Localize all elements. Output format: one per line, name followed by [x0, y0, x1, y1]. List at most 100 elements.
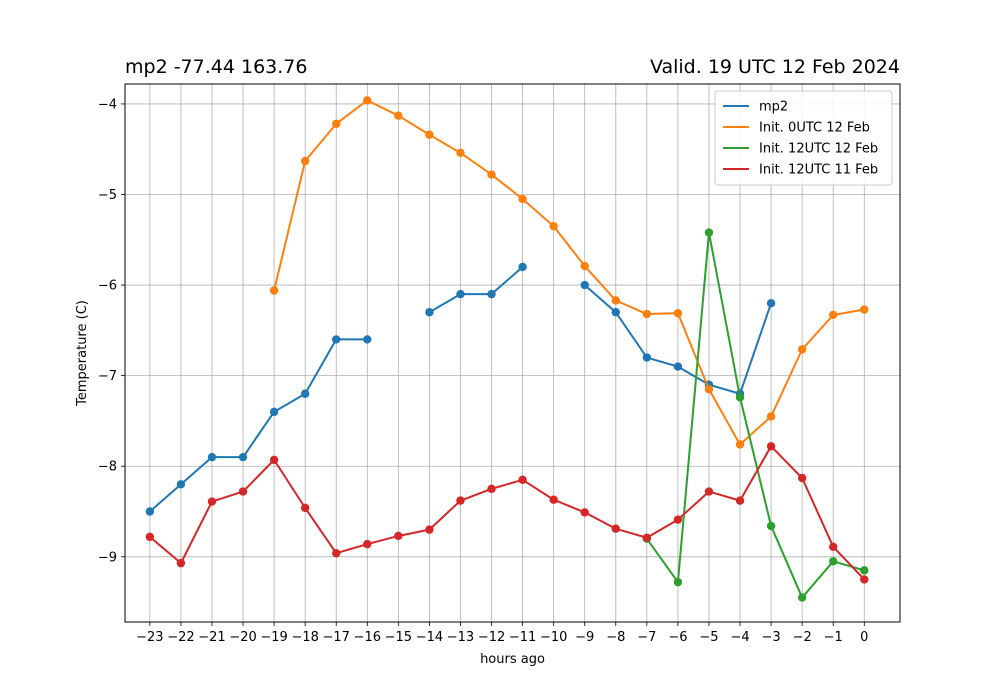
data-point [611, 296, 620, 305]
data-point [300, 389, 310, 398]
legend-entry: Init. 12UTC 11 Feb [759, 163, 878, 178]
x-tick-label: −16 [354, 630, 381, 645]
x-tick-label: −5 [699, 630, 718, 645]
data-point [704, 385, 714, 394]
x-tick-label: −6 [668, 630, 687, 645]
data-point [549, 222, 558, 231]
series-layer [145, 96, 869, 602]
x-tick-label: −19 [260, 630, 287, 645]
legend-box [714, 90, 893, 186]
data-point [860, 575, 869, 584]
x-tick-label: −14 [416, 630, 443, 645]
legend-entry: Init. 12UTC 12 Feb [759, 142, 878, 157]
data-point [145, 507, 155, 516]
data-point [580, 261, 589, 271]
data-point [735, 393, 745, 402]
y-tick-label: −9 [98, 550, 117, 565]
data-point [829, 310, 838, 320]
series-line [646, 231, 865, 599]
data-point [673, 308, 683, 318]
data-point [642, 353, 652, 362]
data-point [145, 532, 155, 542]
x-tick-label: −17 [323, 630, 350, 645]
data-point [487, 170, 496, 179]
data-point [456, 289, 465, 299]
x-tick-label: −3 [762, 630, 781, 645]
data-point [549, 495, 558, 504]
legend: mp2 Init. 0UTC 12 Feb Init. 12UTC 12 Feb In… [714, 90, 893, 186]
legend-entry: Init. 0UTC 12 Feb [759, 121, 870, 136]
y-axis-label: Temperature (C) [75, 300, 90, 407]
data-point [207, 497, 217, 506]
x-tick-label: −4 [730, 630, 749, 645]
axes: −23 −22 −21 −20 −19 −18 −17 −16 −15 −14 −13 −12 −11−… [98, 97, 869, 645]
data-point [766, 412, 776, 421]
data-point [673, 515, 683, 524]
data-point [673, 577, 683, 587]
data-point [704, 228, 714, 237]
legend-entry: mp2 [759, 100, 788, 115]
data-point [518, 262, 527, 272]
data-point [518, 475, 527, 484]
x-tick-label: −2 [793, 630, 812, 645]
series-3 [145, 442, 869, 584]
data-point [673, 362, 683, 371]
x-tick-label: −23 [136, 630, 163, 645]
x-tick-label: −21 [198, 630, 225, 645]
data-point [860, 566, 869, 575]
data-point [766, 298, 776, 308]
data-point [766, 521, 776, 531]
x-tick-label: −1 [824, 630, 843, 645]
data-point [300, 503, 310, 513]
data-point [425, 525, 434, 534]
data-point [860, 305, 869, 314]
x-tick-label: −9 [575, 630, 594, 645]
data-point [363, 539, 372, 549]
x-tick-label: −10 [540, 630, 567, 645]
data-point [363, 96, 372, 105]
data-point [487, 289, 496, 299]
data-point [269, 407, 279, 417]
x-tick-label: −18 [291, 630, 318, 645]
y-tick-label: −5 [98, 188, 117, 203]
x-tick-label: 0 [860, 630, 868, 645]
data-point [300, 156, 310, 166]
y-tick-label: −6 [98, 279, 117, 294]
x-tick-label: −20 [229, 630, 256, 645]
data-point [766, 442, 776, 451]
x-tick-label: −11 [509, 630, 536, 645]
plot-frame [124, 83, 901, 623]
data-point [425, 308, 434, 317]
chart-title-left: mp2 -77.44 163.76 [125, 56, 308, 78]
chart-title-right: Valid. 19 UTC 12 Feb 2024 [649, 56, 900, 78]
data-point [704, 487, 714, 496]
x-tick-label: −7 [637, 630, 656, 645]
data-point [269, 455, 279, 465]
data-point [487, 484, 496, 494]
series-1 [269, 96, 869, 449]
data-point [425, 130, 434, 139]
series-line [428, 266, 524, 314]
data-point [332, 548, 341, 558]
data-point [176, 558, 186, 568]
data-point [238, 452, 248, 462]
data-point [518, 194, 527, 204]
series-line [273, 99, 865, 446]
data-point [797, 593, 807, 602]
y-tick-label: −8 [98, 460, 117, 475]
data-point [332, 119, 341, 129]
x-tick-label: −13 [447, 630, 474, 645]
series-line [149, 445, 866, 581]
data-point [332, 335, 341, 344]
data-point [797, 345, 807, 354]
series-line [149, 338, 368, 513]
data-point [394, 531, 403, 541]
y-tick-label: −4 [98, 97, 117, 112]
data-point [394, 111, 403, 120]
data-point [642, 309, 652, 319]
data-point [456, 148, 465, 158]
data-point [642, 533, 652, 542]
data-point [829, 542, 838, 552]
series-0 [145, 262, 776, 516]
